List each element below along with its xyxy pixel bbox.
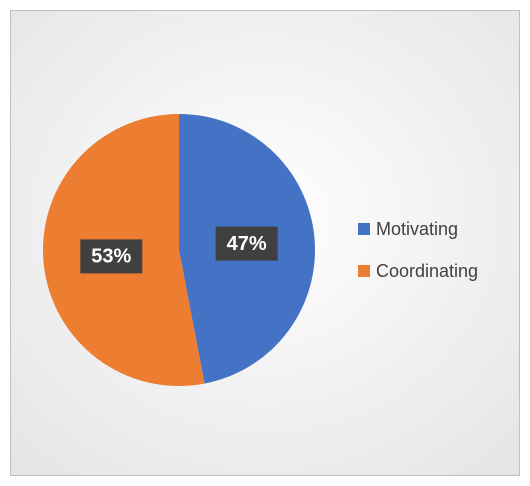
data-label-box [80, 239, 143, 274]
data-label: 53% [91, 246, 131, 268]
legend-label: Coordinating [376, 261, 478, 281]
data-label: 47% [227, 233, 267, 255]
legend-swatch [358, 265, 370, 277]
legend: Motivating Coordinating [358, 219, 478, 281]
data-label-box [215, 226, 278, 261]
legend-swatch [358, 223, 370, 235]
pie: 47% 53% [42, 114, 315, 386]
legend-label: Motivating [376, 219, 458, 239]
